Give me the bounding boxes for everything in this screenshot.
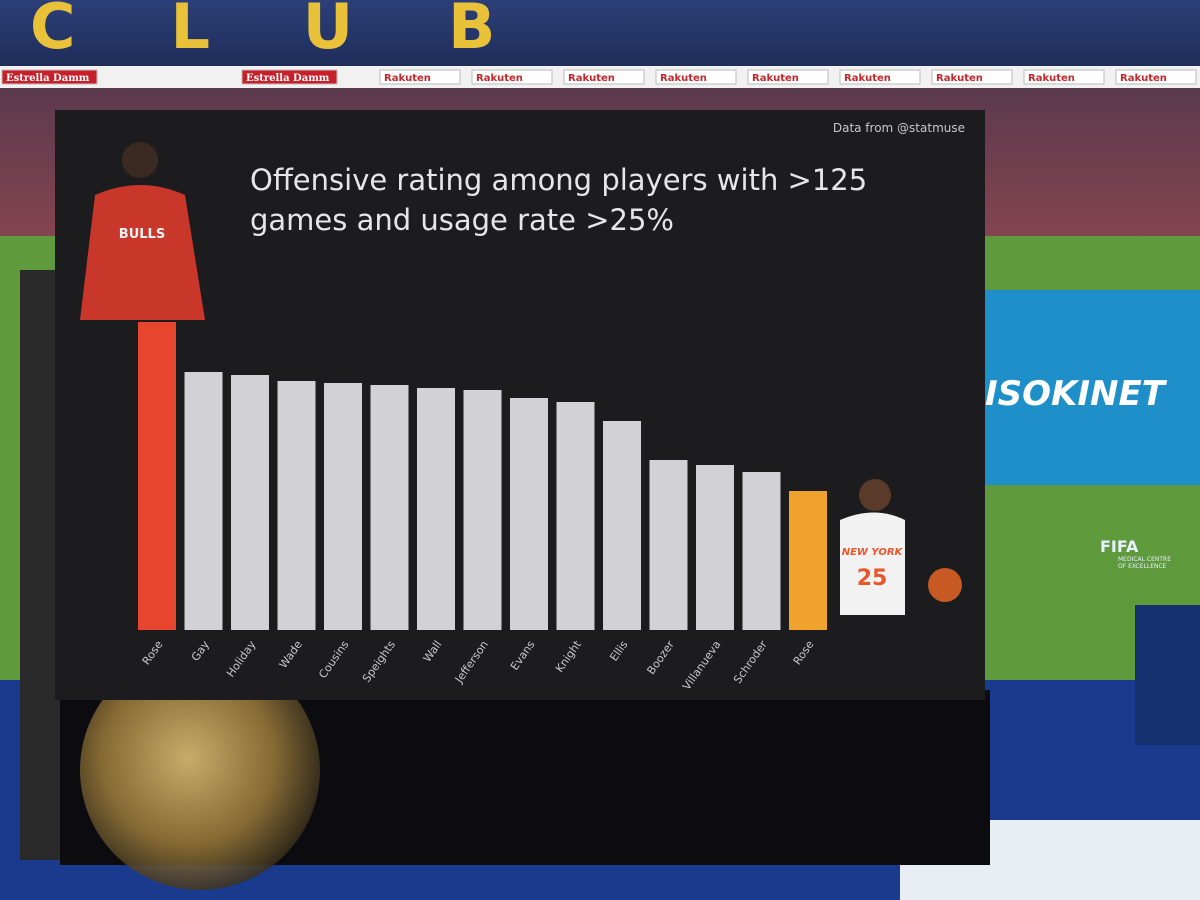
banner-text: Rakuten (844, 73, 891, 84)
podium (1135, 605, 1200, 745)
sign-text: ISOKINET (985, 374, 1168, 414)
banner (931, 69, 1013, 85)
right-jersey: NEW YORK (842, 547, 904, 558)
bar (789, 491, 827, 630)
bar (696, 465, 734, 630)
bar (463, 390, 502, 630)
fifa-logo: FIFA (1100, 537, 1139, 556)
banner-text: Rakuten (568, 73, 615, 84)
banner-text: Rakuten (936, 73, 983, 84)
bar (603, 421, 641, 630)
bar (742, 472, 781, 630)
banner (1023, 69, 1105, 85)
screen-side (20, 270, 60, 860)
banner (747, 69, 829, 85)
banner (563, 69, 645, 85)
bar (277, 381, 316, 630)
banner (1, 69, 98, 85)
right-number: 25 (857, 566, 888, 591)
banner-text: Rakuten (1120, 73, 1167, 84)
bar (417, 388, 455, 630)
bar (556, 402, 595, 630)
bar (649, 460, 688, 630)
banner-text: Estrella Damm (6, 73, 90, 84)
bar (370, 385, 409, 630)
bar (324, 383, 362, 630)
banner (471, 69, 553, 85)
banner-text: Rakuten (384, 73, 431, 84)
stadium-letters: CLUB (30, 0, 590, 63)
banners: Estrella Damm Estrella Damm Rakuten Rakuten… (1, 69, 1197, 85)
chart-title: Offensive rating among players with >125… (250, 163, 868, 237)
bar (510, 398, 548, 630)
player-left: BULLS (80, 142, 205, 320)
banner-text: Rakuten (660, 73, 707, 84)
player-right: NEW YORK 25 (840, 479, 962, 615)
banner-text: Rakuten (752, 73, 799, 84)
bar (231, 375, 269, 630)
source-note: Data from @statmuse (833, 121, 965, 135)
banner-text: Estrella Damm (246, 73, 330, 84)
fifa-caption-box: MEDICAL CENTRE OF EXCELLENCE (1118, 556, 1171, 570)
banner-text: Rakuten (1028, 73, 1075, 84)
banner (241, 69, 338, 85)
bar (184, 372, 223, 630)
upper-stand (0, 0, 1200, 70)
banner (379, 69, 461, 85)
banner-text: Rakuten (476, 73, 523, 84)
sign-board (970, 290, 1200, 485)
bar (138, 322, 176, 630)
banner (655, 69, 737, 85)
golden-ball (80, 650, 320, 890)
left-jersey: BULLS (119, 227, 165, 242)
banner (839, 69, 921, 85)
fifa-caption: MEDICAL CENTRE OF EXCELLENCE (1118, 556, 1171, 570)
title-box: Offensive rating among players with >125… (250, 163, 868, 237)
banner (1115, 69, 1197, 85)
